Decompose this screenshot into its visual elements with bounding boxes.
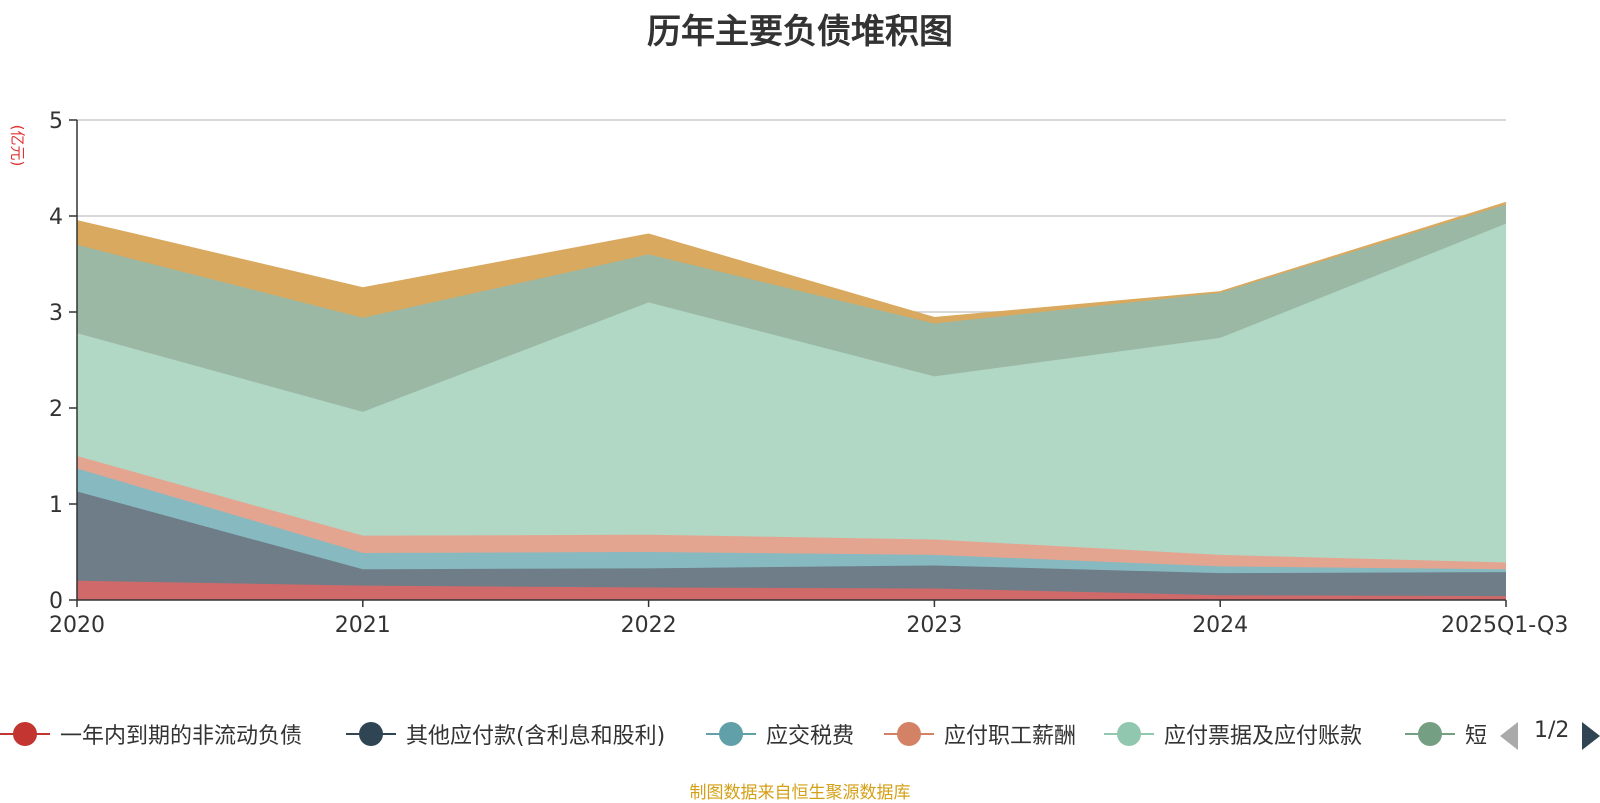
y-tick-label: 2 (49, 397, 63, 422)
legend-marker-dot (13, 722, 37, 746)
area-series-1 (77, 580, 1506, 600)
legend-item[interactable]: 其他应付款(含利息和股利) (346, 714, 665, 754)
legend-page-indicator: 1/2 (1534, 718, 1570, 743)
x-tick-label: 2024 (1192, 613, 1248, 638)
x-tick-label: 2020 (49, 613, 105, 638)
legend-marker-icon (1104, 721, 1154, 747)
legend-label: 应交税费 (766, 724, 855, 749)
legend-marker-icon (706, 721, 756, 747)
y-tick-label: 5 (49, 109, 63, 134)
area-series-6 (77, 204, 1506, 412)
legend-marker-icon (0, 721, 50, 747)
area-series-7 (77, 202, 1506, 324)
legend-label: 一年内到期的非流动负债 (60, 724, 303, 749)
legend-marker-dot (897, 722, 921, 746)
legend-item[interactable]: 应付票据及应付账款 (1104, 714, 1362, 754)
legend-marker-icon (1405, 721, 1455, 747)
x-tick-label: 2025Q1-Q3 (1441, 613, 1568, 638)
x-tick-label: 2022 (621, 613, 677, 638)
x-tick-label: 2021 (335, 613, 391, 638)
y-tick-label: 4 (49, 205, 63, 230)
y-tick-label: 3 (49, 301, 63, 326)
legend-item[interactable]: 应交税费 (706, 714, 854, 754)
y-tick-label: 0 (49, 589, 63, 614)
legend-marker-dot (719, 722, 743, 746)
legend-label: 短 (1465, 724, 1488, 749)
chart-title: 历年主要负债堆积图 (647, 12, 953, 52)
legend-marker-dot (359, 722, 383, 746)
legend-item[interactable]: 短 (1405, 714, 1487, 754)
legend: 一年内到期的非流动负债 其他应付款(含利息和股利) 应交税费 应付职工薪酬 应付票据及应… (0, 714, 1500, 754)
legend-marker-icon (884, 721, 934, 747)
legend-label: 应付票据及应付账款 (1164, 724, 1363, 749)
legend-item[interactable]: 应付职工薪酬 (884, 714, 1076, 754)
legend-label: 应付职工薪酬 (944, 724, 1077, 749)
area-series-2 (77, 491, 1506, 597)
area-series (76, 201, 1507, 600)
legend-label: 其他应付款(含利息和股利) (406, 724, 666, 749)
area-series-4 (77, 456, 1506, 570)
legend-next-page-icon[interactable] (1582, 722, 1600, 750)
legend-marker-dot (1117, 722, 1141, 746)
area-series-5 (77, 223, 1506, 563)
legend-marker-dot (1418, 722, 1442, 746)
x-tick-label: 2023 (906, 613, 962, 638)
legend-pager: 1/2 (1500, 716, 1600, 752)
axes: 0 1 2 3 4 5 2020 2021 2022 2023 2024 2025Q1-Q3 (49, 109, 1568, 638)
data-source-note: 制图数据来自恒生聚源数据库 (689, 783, 911, 803)
legend-prev-page-icon[interactable] (1500, 722, 1518, 750)
area-series-7-edge (76, 201, 1507, 319)
legend-item[interactable]: 一年内到期的非流动负债 (0, 714, 302, 754)
legend-marker-icon (346, 721, 396, 747)
y-tick-label: 1 (49, 493, 63, 518)
